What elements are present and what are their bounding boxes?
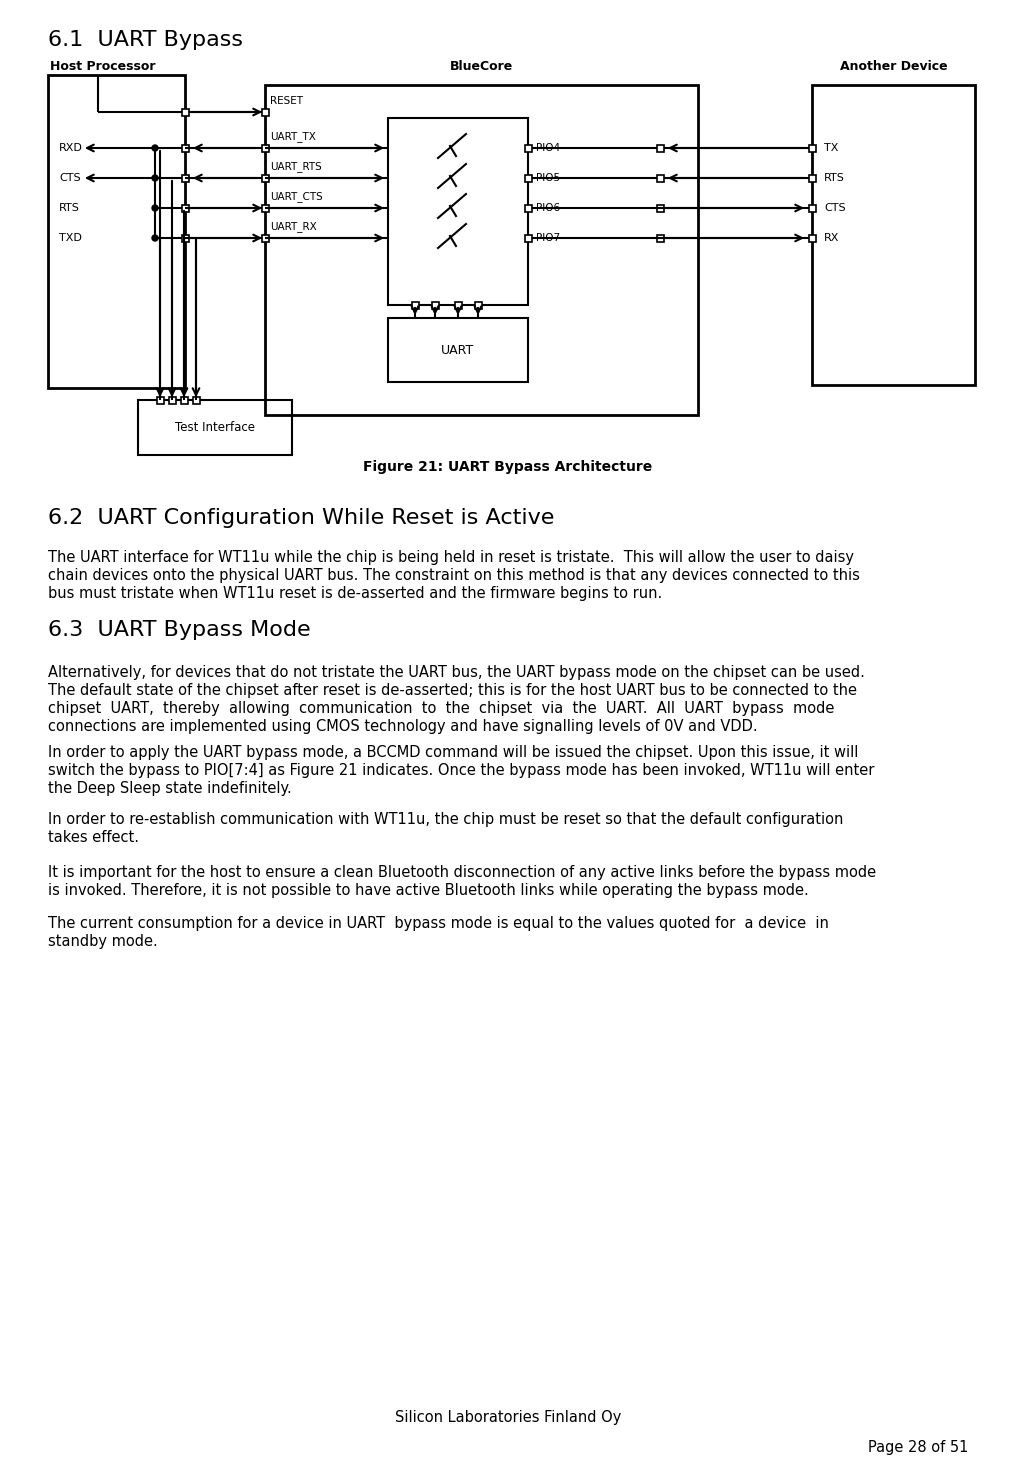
Polygon shape <box>524 144 531 151</box>
Polygon shape <box>182 109 189 116</box>
Text: UART_RX: UART_RX <box>270 220 317 232</box>
Polygon shape <box>809 235 816 241</box>
Text: is invoked. Therefore, it is not possible to have active Bluetooth links while o: is invoked. Therefore, it is not possibl… <box>48 883 809 898</box>
Text: Host Processor: Host Processor <box>50 60 155 74</box>
Text: 6.3  UART Bypass Mode: 6.3 UART Bypass Mode <box>48 620 311 639</box>
Polygon shape <box>474 301 482 309</box>
Text: standby mode.: standby mode. <box>48 933 157 950</box>
Text: the Deep Sleep state indefinitely.: the Deep Sleep state indefinitely. <box>48 781 292 795</box>
Polygon shape <box>524 175 531 181</box>
Circle shape <box>152 204 158 212</box>
Polygon shape <box>656 235 663 241</box>
Text: RTS: RTS <box>59 203 80 213</box>
Polygon shape <box>192 397 199 403</box>
Text: PIO4: PIO4 <box>536 143 560 153</box>
Polygon shape <box>261 235 268 241</box>
Text: TXD: TXD <box>59 234 82 243</box>
Text: switch the bypass to PIO[7:4] as Figure 21 indicates. Once the bypass mode has b: switch the bypass to PIO[7:4] as Figure … <box>48 763 875 778</box>
Text: Alternatively, for devices that do not tristate the UART bus, the UART bypass mo: Alternatively, for devices that do not t… <box>48 664 865 681</box>
Text: In order to re-establish communication with WT11u, the chip must be reset so tha: In order to re-establish communication w… <box>48 811 843 828</box>
Text: Silicon Laboratories Finland Oy: Silicon Laboratories Finland Oy <box>395 1410 621 1424</box>
Circle shape <box>152 175 158 181</box>
Polygon shape <box>809 175 816 181</box>
Polygon shape <box>809 204 816 212</box>
Polygon shape <box>524 204 531 212</box>
Polygon shape <box>809 144 816 151</box>
Text: BlueCore: BlueCore <box>450 60 513 74</box>
Text: Another Device: Another Device <box>839 60 947 74</box>
Text: UART: UART <box>441 344 474 357</box>
Text: 6.1  UART Bypass: 6.1 UART Bypass <box>48 29 243 50</box>
Text: connections are implemented using CMOS technology and have signalling levels of : connections are implemented using CMOS t… <box>48 719 758 734</box>
Polygon shape <box>454 301 461 309</box>
Polygon shape <box>182 235 189 241</box>
Text: UART_RTS: UART_RTS <box>270 162 322 172</box>
Text: The current consumption for a device in UART  bypass mode is equal to the values: The current consumption for a device in … <box>48 916 829 931</box>
Polygon shape <box>182 175 189 181</box>
Text: bus must tristate when WT11u reset is de-asserted and the firmware begins to run: bus must tristate when WT11u reset is de… <box>48 587 662 601</box>
Polygon shape <box>181 397 188 403</box>
Polygon shape <box>656 144 663 151</box>
Polygon shape <box>261 144 268 151</box>
Text: RESET: RESET <box>270 96 303 106</box>
Text: chain devices onto the physical UART bus. The constraint on this method is that : chain devices onto the physical UART bus… <box>48 567 860 584</box>
Text: UART_CTS: UART_CTS <box>270 191 323 201</box>
Text: It is important for the host to ensure a clean Bluetooth disconnection of any ac: It is important for the host to ensure a… <box>48 864 876 881</box>
Circle shape <box>152 235 158 241</box>
Text: In order to apply the UART bypass mode, a BCCMD command will be issued the chips: In order to apply the UART bypass mode, … <box>48 745 859 760</box>
Text: CTS: CTS <box>59 173 80 182</box>
Text: RX: RX <box>824 234 839 243</box>
Text: The UART interface for WT11u while the chip is being held in reset is tristate. : The UART interface for WT11u while the c… <box>48 550 854 564</box>
Polygon shape <box>182 144 189 151</box>
Polygon shape <box>261 204 268 212</box>
Text: Figure 21: UART Bypass Architecture: Figure 21: UART Bypass Architecture <box>364 460 652 473</box>
Text: PIO7: PIO7 <box>536 234 560 243</box>
Text: RTS: RTS <box>824 173 845 182</box>
Text: TX: TX <box>824 143 838 153</box>
Polygon shape <box>656 175 663 181</box>
Polygon shape <box>432 301 439 309</box>
Text: PIO6: PIO6 <box>536 203 560 213</box>
Polygon shape <box>261 109 268 116</box>
Text: Test Interface: Test Interface <box>175 420 255 434</box>
Text: RXD: RXD <box>59 143 83 153</box>
Polygon shape <box>411 301 419 309</box>
Text: takes effect.: takes effect. <box>48 831 139 845</box>
Text: Page 28 of 51: Page 28 of 51 <box>868 1441 968 1455</box>
Polygon shape <box>261 175 268 181</box>
Polygon shape <box>524 235 531 241</box>
Text: UART_TX: UART_TX <box>270 131 316 143</box>
Text: CTS: CTS <box>824 203 845 213</box>
Polygon shape <box>182 204 189 212</box>
Text: The default state of the chipset after reset is de-asserted; this is for the hos: The default state of the chipset after r… <box>48 684 858 698</box>
Text: PIO5: PIO5 <box>536 173 560 182</box>
Circle shape <box>152 146 158 151</box>
Polygon shape <box>156 397 164 403</box>
Text: chipset  UART,  thereby  allowing  communication  to  the  chipset  via  the  UA: chipset UART, thereby allowing communica… <box>48 701 834 716</box>
Polygon shape <box>656 204 663 212</box>
Text: 6.2  UART Configuration While Reset is Active: 6.2 UART Configuration While Reset is Ac… <box>48 509 555 528</box>
Polygon shape <box>169 397 176 403</box>
